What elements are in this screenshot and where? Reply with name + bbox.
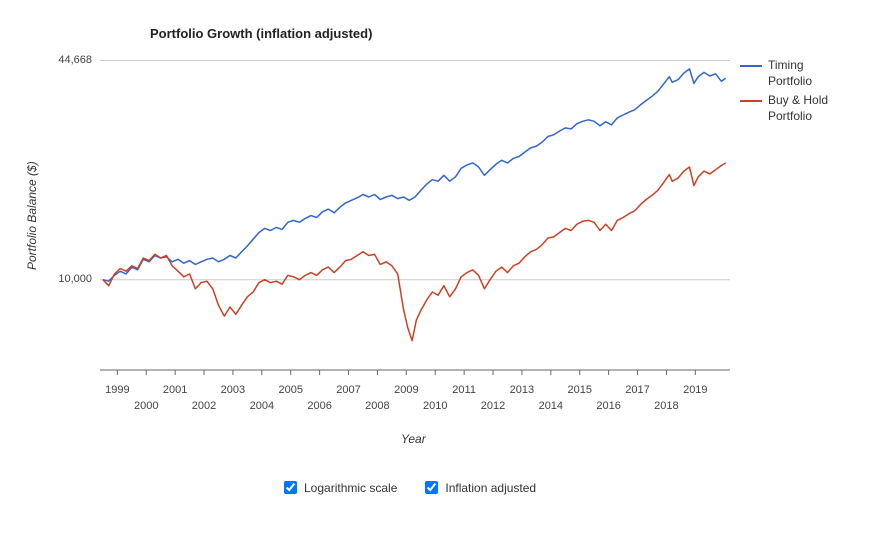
x-tick-label-minor: 2004 <box>250 400 274 412</box>
y-tick-label: 10,000 <box>42 273 92 285</box>
x-tick-label-minor: 2014 <box>539 400 563 412</box>
log-scale-checkbox[interactable] <box>284 481 297 494</box>
legend-label-timing: Timing Portfolio <box>768 58 850 89</box>
inflation-adjusted-label: Inflation adjusted <box>445 481 536 495</box>
x-tick-label-major: 2019 <box>683 384 707 396</box>
x-tick-label-minor: 2000 <box>134 400 158 412</box>
x-tick-label-minor: 2016 <box>596 400 620 412</box>
x-axis-label: Year <box>401 432 426 446</box>
x-tick-label-minor: 2006 <box>307 400 331 412</box>
x-tick-label-minor: 2002 <box>192 400 216 412</box>
x-tick-label-minor: 2018 <box>654 400 678 412</box>
x-tick-label-minor: 2008 <box>365 400 389 412</box>
chart-controls: Logarithmic scale Inflation adjusted <box>280 478 536 497</box>
legend: Timing Portfolio Buy & Hold Portfolio <box>740 58 850 128</box>
x-tick-label-major: 2005 <box>278 384 302 396</box>
portfolio-growth-chart: Portfolio Growth (inflation adjusted) Po… <box>0 0 871 533</box>
y-tick-label: 44,668 <box>42 54 92 66</box>
inflation-adjusted-checkbox[interactable] <box>425 481 438 494</box>
inflation-adjusted-control[interactable]: Inflation adjusted <box>421 478 536 497</box>
legend-label-buyhold: Buy & Hold Portfolio <box>768 93 850 124</box>
x-tick-label-major: 2011 <box>452 384 476 396</box>
series-line <box>103 69 726 281</box>
legend-swatch-buyhold <box>740 100 762 102</box>
x-tick-label-major: 2013 <box>510 384 534 396</box>
x-tick-label-major: 2009 <box>394 384 418 396</box>
x-tick-label-major: 2007 <box>336 384 360 396</box>
x-tick-label-major: 2001 <box>163 384 187 396</box>
legend-item-timing: Timing Portfolio <box>740 58 850 89</box>
log-scale-control[interactable]: Logarithmic scale <box>280 478 397 497</box>
log-scale-label: Logarithmic scale <box>304 481 397 495</box>
series-line <box>103 163 726 341</box>
x-tick-label-minor: 2012 <box>481 400 505 412</box>
x-tick-label-major: 1999 <box>105 384 129 396</box>
x-tick-label-minor: 2010 <box>423 400 447 412</box>
legend-swatch-timing <box>740 65 762 67</box>
x-tick-label-major: 2015 <box>567 384 591 396</box>
legend-item-buyhold: Buy & Hold Portfolio <box>740 93 850 124</box>
x-tick-label-major: 2017 <box>625 384 649 396</box>
x-tick-label-major: 2003 <box>221 384 245 396</box>
